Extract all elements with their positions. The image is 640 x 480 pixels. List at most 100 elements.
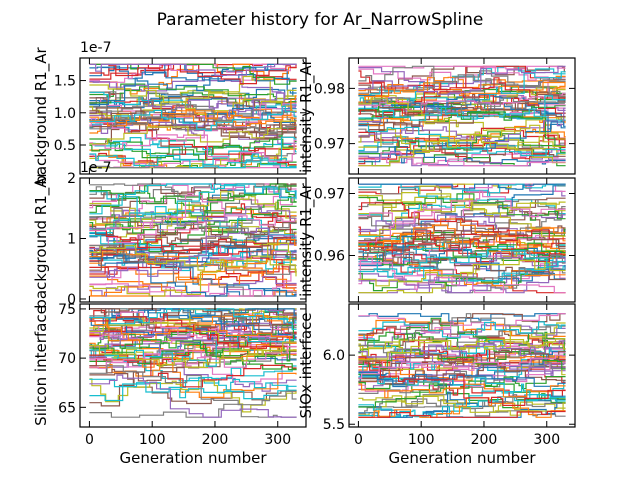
series-line [358, 95, 566, 130]
series-line [358, 248, 566, 275]
series-line [358, 124, 566, 167]
x-tick-label: 100 [139, 432, 166, 448]
series-line [89, 349, 297, 384]
series-line [358, 193, 566, 221]
series-line [358, 313, 566, 354]
y-axis-label: Silicon interface [32, 305, 50, 426]
x-tick-label: 200 [471, 432, 498, 448]
y-tick-label: 75 [58, 302, 76, 318]
series-line [358, 321, 566, 339]
axes-frame [79, 177, 307, 303]
y-axis-label: SiOx interface [297, 312, 315, 418]
series-line [358, 251, 566, 286]
series-line [89, 269, 297, 297]
series-line [358, 204, 566, 237]
series-line [89, 63, 297, 76]
y-axis-label: intensity R1_Ar [297, 182, 316, 297]
series-line [89, 378, 297, 400]
series-line [89, 185, 297, 204]
series-line [358, 216, 566, 264]
trace-group [358, 65, 566, 167]
series-line [358, 190, 566, 243]
series-line [89, 134, 297, 162]
series-line [358, 371, 566, 387]
series-line [89, 334, 297, 367]
series-line [358, 97, 566, 150]
series-line [89, 335, 297, 382]
y-tick-label: 5.5 [323, 417, 345, 433]
series-line [89, 81, 297, 116]
x-axis-label: Generation number [389, 449, 537, 467]
series-line [358, 146, 566, 165]
series-line [358, 95, 566, 121]
series-line [358, 322, 566, 357]
series-line [358, 128, 566, 164]
series-line [358, 77, 566, 118]
series-line [89, 341, 297, 368]
y-exponent-label: 1e-7 [80, 160, 111, 176]
series-line [89, 92, 297, 127]
axes-frame [348, 303, 576, 428]
y-tick-label: 2 [67, 171, 76, 187]
subplot-bottom-right: 0 100 200 300 5.5 6.0 SiOx interface Generation… [297, 303, 576, 467]
series-line [358, 193, 566, 212]
x-tick-label: 300 [264, 432, 291, 448]
series-line [89, 183, 297, 218]
series-line [89, 195, 297, 231]
series-line [89, 191, 297, 229]
series-line [89, 105, 297, 132]
series-line [358, 65, 566, 95]
series-line [358, 356, 566, 406]
axes-frame [79, 303, 307, 428]
trace-group [358, 313, 566, 418]
series-line [358, 338, 566, 361]
x-tick-label: 0 [85, 432, 94, 448]
series-line [89, 71, 297, 106]
series-line [89, 309, 297, 340]
subplot-bottom-left: 0 100 200 300 65 70 75 Silicon interface Generat… [32, 302, 307, 467]
series-line [89, 183, 297, 200]
series-line [89, 95, 297, 127]
series-line [89, 259, 297, 297]
series-line [89, 308, 297, 340]
series-line [89, 183, 297, 231]
series-line [89, 255, 297, 272]
series-line [89, 373, 297, 405]
series-line [89, 376, 297, 402]
series-line [89, 320, 297, 344]
series-line [89, 308, 297, 334]
series-line [358, 101, 566, 132]
y-exponent-label: 1e-7 [80, 40, 111, 56]
series-line [358, 214, 566, 252]
series-line [358, 152, 566, 167]
y-tick-label: 65 [58, 400, 76, 416]
series-line [358, 260, 566, 287]
series-line [89, 63, 297, 85]
series-line [358, 255, 566, 294]
series-line [89, 374, 297, 418]
series-line [89, 338, 297, 370]
series-line [89, 103, 297, 142]
y-tick-label: 1 [67, 231, 76, 247]
series-line [89, 250, 297, 297]
y-axis-label: intensity R1_Ar [297, 58, 316, 173]
trace-group [89, 63, 297, 169]
subplot-top-left: 0.5 1.0 1.5 1e-7 background R1_Ar [32, 40, 307, 185]
series-line [89, 123, 297, 155]
y-tick-label: 70 [58, 351, 76, 367]
series-line [358, 202, 566, 240]
series-line [358, 136, 566, 157]
series-line [89, 244, 297, 275]
series-line [358, 313, 566, 322]
series-line [89, 212, 297, 246]
y-tick-label: 6.0 [323, 348, 345, 364]
series-line [358, 354, 566, 379]
trace-group [358, 183, 566, 294]
y-tick-label: 1.5 [54, 74, 76, 90]
series-line [358, 123, 566, 157]
series-line [89, 227, 297, 278]
series-line [358, 67, 566, 94]
series-line [89, 63, 297, 85]
